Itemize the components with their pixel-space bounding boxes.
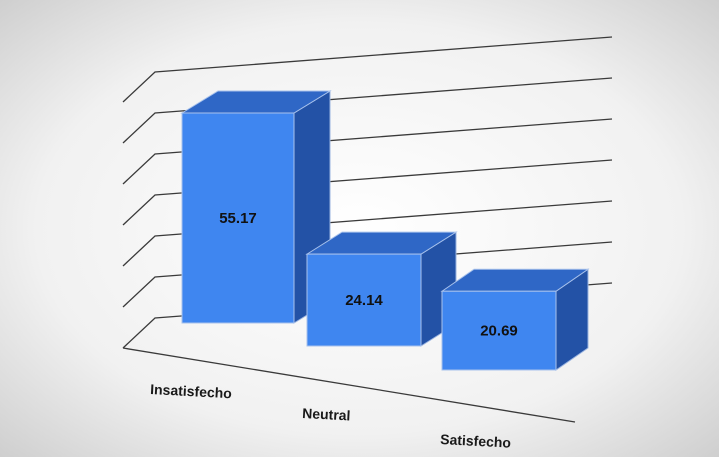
category-label: Neutral — [302, 405, 351, 424]
gridlines — [122, 36, 613, 423]
bar — [180, 90, 332, 324]
floor-front-edge — [122, 347, 576, 423]
category-labels: Insatisfecho Neutral Satisfecho — [150, 381, 512, 451]
data-label: 55.17 — [219, 210, 257, 227]
bar — [305, 231, 458, 347]
gridline — [122, 200, 613, 267]
gridline — [122, 241, 613, 308]
gridline — [122, 36, 613, 103]
data-label: 20.69 — [480, 323, 518, 340]
bar-front — [306, 253, 422, 347]
bar-front — [181, 112, 295, 324]
gridline — [122, 159, 613, 226]
bars — [180, 90, 590, 371]
data-label: 24.14 — [345, 292, 383, 309]
gridline — [122, 118, 613, 185]
data-labels: 55.17 24.14 20.69 — [219, 210, 518, 340]
category-label: Satisfecho — [440, 431, 512, 451]
bar — [440, 268, 590, 371]
bar-front — [441, 290, 557, 371]
category-label: Insatisfecho — [150, 381, 232, 401]
gridline — [122, 77, 613, 144]
